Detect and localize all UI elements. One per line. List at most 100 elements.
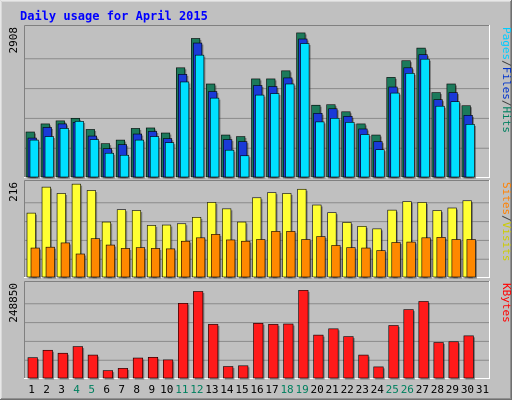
kbytes-bar (448, 341, 459, 379)
legend-entry: Hits (500, 107, 512, 134)
kbytes-bar (253, 322, 264, 379)
pages-bar (465, 124, 475, 178)
day-label: 15 (235, 383, 248, 396)
day-label: 28 (431, 383, 444, 396)
visits-legend: Sites/Visits (500, 182, 512, 262)
pages-bar (210, 97, 220, 178)
legend-entry: / (500, 100, 512, 107)
sites-bar (301, 239, 311, 278)
day-label: 4 (73, 383, 80, 396)
kbytes-bar (313, 334, 324, 379)
pages-bar (59, 128, 69, 178)
kbytes-bar (223, 366, 234, 379)
sites-bar (406, 241, 416, 278)
legend-entry: / (500, 215, 512, 222)
sites-bar (451, 239, 461, 278)
pages-bar (29, 139, 39, 178)
sites-bar (211, 234, 221, 278)
day-label: 1 (28, 383, 35, 396)
pages-bar (164, 142, 175, 178)
day-axis-labels: 1 2 3 4 5 6 7 8 9 10 11 12 13 14 15 16 17 18 19 20 21 22 23 24 2… (28, 383, 489, 396)
kbytes-bar (57, 352, 68, 379)
sites-bar (376, 250, 386, 278)
kbytes-bar (283, 323, 294, 379)
pages-bar (89, 139, 99, 178)
day-label: 11 (175, 383, 188, 396)
pages-bar (180, 81, 190, 178)
visits-panel: 216 Sites/Visits (7, 180, 512, 279)
hits-panel: 2908 Pages/Files/Hits (7, 25, 512, 179)
sites-bar (105, 244, 115, 278)
kbytes-bar (463, 335, 474, 379)
sites-bar (346, 247, 356, 278)
pages-bar (240, 155, 250, 178)
hits-legend: Pages/Files/Hits (500, 27, 512, 133)
day-label: 12 (190, 383, 203, 396)
day-label: 27 (416, 383, 429, 396)
kbytes-bar (358, 354, 369, 379)
pages-bar (134, 139, 145, 178)
sites-bar (241, 240, 251, 278)
sites-bar (196, 237, 206, 278)
day-label: 26 (401, 383, 414, 396)
sites-bar (135, 247, 146, 278)
legend-entry: Sites (500, 182, 512, 215)
day-label: 2 (43, 383, 50, 396)
sites-bar (45, 246, 55, 278)
pages-bar (390, 92, 400, 178)
kbytes-bar (208, 324, 219, 379)
kbytes-bar (162, 359, 174, 379)
pages-bar (270, 93, 280, 178)
sites-bar (75, 253, 85, 278)
kbytes-bar (193, 291, 204, 379)
day-label: 14 (220, 383, 234, 396)
kbytes-bar (102, 370, 113, 379)
sites-bar (90, 238, 100, 278)
kbytes-bar (433, 342, 444, 379)
kbytes-bar (178, 303, 189, 379)
kbytes-bar (238, 365, 249, 379)
pages-bar (315, 121, 325, 178)
kbytes-bar (328, 328, 339, 379)
day-label: 22 (341, 383, 354, 396)
day-label: 20 (311, 383, 324, 396)
sites-bar (256, 239, 266, 278)
day-label: 6 (103, 383, 110, 396)
kbytes-legend: KBytes (500, 283, 512, 323)
sites-bar (150, 248, 161, 278)
pages-bar (285, 83, 295, 178)
kbytes-bar (132, 357, 144, 379)
kbytes-bar (27, 357, 38, 379)
day-label: 18 (280, 383, 293, 396)
day-label: 5 (88, 383, 95, 396)
kbytes-bar (117, 368, 128, 379)
day-label: 17 (265, 383, 278, 396)
visits-max-label: 216 (7, 182, 20, 202)
kbytes-bar (388, 325, 399, 379)
day-label: 23 (356, 383, 369, 396)
kbytes-bar (42, 349, 53, 379)
kbytes-bar (298, 290, 309, 379)
pages-bar (74, 121, 84, 178)
kbytes-bar (87, 354, 98, 379)
day-label: 29 (446, 383, 459, 396)
day-label: 25 (386, 383, 399, 396)
sites-bar (361, 247, 371, 278)
sites-bar (120, 248, 130, 278)
kbytes-bar (343, 336, 354, 379)
pages-bar (360, 134, 370, 178)
pages-bar (405, 73, 415, 178)
sites-bar (226, 239, 236, 278)
pages-bar (195, 54, 205, 178)
pages-bar (300, 43, 310, 178)
day-label: 19 (295, 383, 308, 396)
day-label: 16 (250, 383, 263, 396)
day-label: 9 (148, 383, 155, 396)
pages-bar (450, 101, 460, 178)
day-label: 30 (461, 383, 474, 396)
day-label: 13 (205, 383, 218, 396)
legend-entry: KBytes (500, 283, 512, 323)
pages-bar (44, 136, 54, 178)
sites-bar (421, 237, 431, 278)
